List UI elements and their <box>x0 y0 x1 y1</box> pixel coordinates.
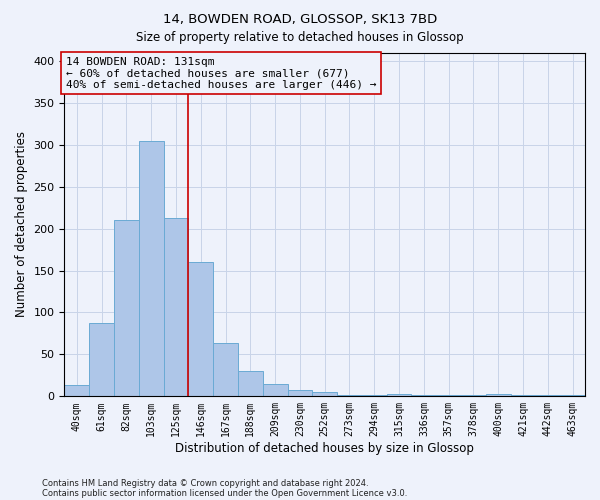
Text: 14, BOWDEN ROAD, GLOSSOP, SK13 7BD: 14, BOWDEN ROAD, GLOSSOP, SK13 7BD <box>163 12 437 26</box>
Bar <box>486 394 511 396</box>
Bar <box>313 392 337 396</box>
Bar <box>238 371 263 396</box>
X-axis label: Distribution of detached houses by size in Glossop: Distribution of detached houses by size … <box>175 442 474 455</box>
Bar <box>386 394 412 396</box>
Bar <box>560 394 585 396</box>
Bar <box>64 384 89 396</box>
Bar <box>114 220 139 396</box>
Bar <box>139 140 164 396</box>
Text: Contains public sector information licensed under the Open Government Licence v3: Contains public sector information licen… <box>42 488 407 498</box>
Bar <box>188 262 213 396</box>
Bar <box>436 394 461 396</box>
Bar <box>337 394 362 396</box>
Bar <box>263 384 287 396</box>
Bar <box>89 322 114 396</box>
Text: Size of property relative to detached houses in Glossop: Size of property relative to detached ho… <box>136 31 464 44</box>
Y-axis label: Number of detached properties: Number of detached properties <box>15 132 28 318</box>
Bar <box>213 342 238 396</box>
Text: 14 BOWDEN ROAD: 131sqm
← 60% of detached houses are smaller (677)
40% of semi-de: 14 BOWDEN ROAD: 131sqm ← 60% of detached… <box>65 56 376 90</box>
Bar <box>287 390 313 396</box>
Bar <box>164 218 188 396</box>
Text: Contains HM Land Registry data © Crown copyright and database right 2024.: Contains HM Land Registry data © Crown c… <box>42 478 368 488</box>
